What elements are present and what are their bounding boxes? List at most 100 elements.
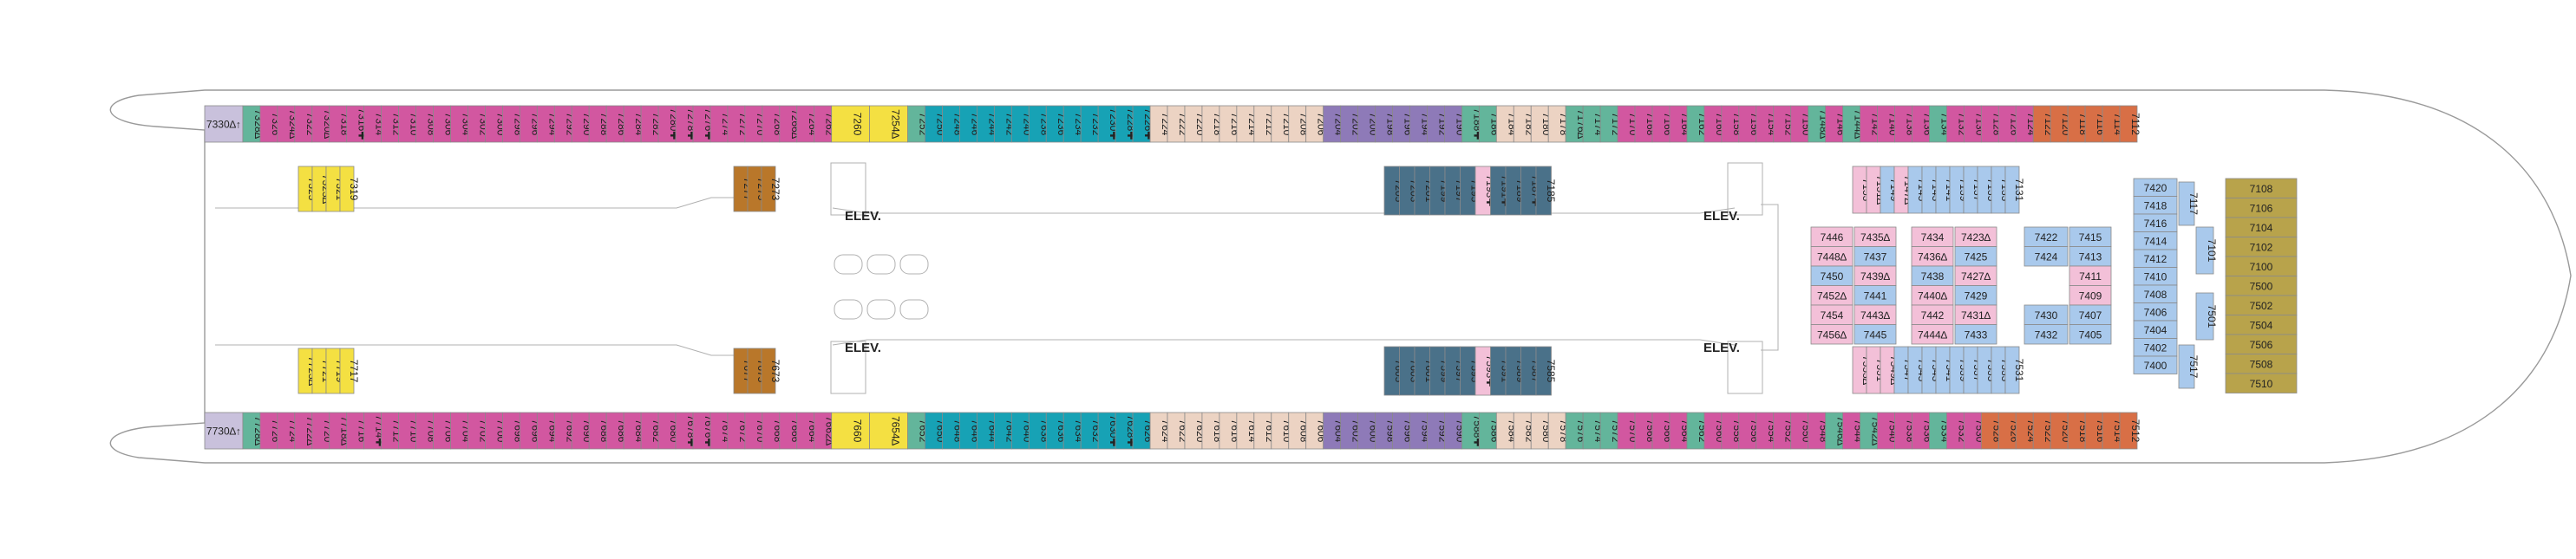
cabin-7108[interactable]: 7108 (2225, 178, 2298, 198)
elevator-label: ELEV. (845, 341, 881, 355)
cabin-7407[interactable]: 7407 (2069, 304, 2112, 325)
cabin-number: 7510 (2250, 378, 2273, 390)
cabin-number: 7108 (2250, 183, 2273, 195)
cabin-7260[interactable]: 7260 (831, 105, 871, 143)
cabin-number: 7504 (2250, 319, 2273, 331)
cabin-7425[interactable]: 7425 (1954, 246, 1997, 267)
cabin-7510[interactable]: 7510 (2225, 373, 2298, 393)
cabin-7402[interactable]: 7402 (2133, 338, 2178, 357)
cabin-7444[interactable]: 7444∆ (1911, 324, 1954, 345)
cabin-7408[interactable]: 7408 (2133, 284, 2178, 303)
cabin-7433[interactable]: 7433 (1954, 324, 1997, 345)
cabin-7501[interactable]: 7501 (2195, 292, 2218, 341)
cabin-7448[interactable]: 7448∆ (1810, 246, 1854, 267)
cabin-7441[interactable]: 7441 (1854, 285, 1897, 306)
cabin-7450[interactable]: 7450 (1810, 265, 1854, 286)
cabin-number: 7502 (2250, 300, 2273, 312)
cabin-7112[interactable]: 7112 (2119, 105, 2141, 143)
cabin-box (831, 412, 871, 450)
cabin-7273[interactable]: 7273 (761, 166, 781, 212)
cabin-7132[interactable]: 7132 (1945, 105, 1968, 143)
cabin-7178[interactable]: 7178 (1547, 105, 1570, 143)
cabin-7517[interactable]: 7517 (2178, 344, 2200, 389)
cabin-7504[interactable]: 7504 (2225, 315, 2298, 335)
cabin-7437[interactable]: 7437 (1854, 246, 1897, 267)
cabin-7218[interactable]: 7218 (1201, 105, 1224, 143)
cabin-7512[interactable]: 7512 (2119, 412, 2141, 450)
cabin-7420[interactable]: 7420 (2133, 178, 2178, 197)
cabin-7589[interactable]: 7589 (1505, 346, 1527, 396)
cabin-7452[interactable]: 7452∆ (1810, 285, 1854, 306)
cabin-7406[interactable]: 7406 (2133, 302, 2178, 322)
cabin-number: 7273 (769, 178, 781, 201)
cabin-number: 7424 (2035, 250, 2058, 263)
cabin-7330[interactable]: 7330∆↑ (204, 105, 244, 143)
cabin-7319[interactable]: 7319 (339, 166, 360, 212)
cabin-7438[interactable]: 7438 (1911, 265, 1954, 286)
cabin-7508[interactable]: 7508 (2225, 354, 2298, 374)
cabin-7585[interactable]: 7585 (1535, 346, 1557, 396)
cabin-number: 7330∆↑ (206, 119, 241, 131)
cabin-7405[interactable]: 7405 (2069, 324, 2112, 345)
cabin-7520[interactable]: 7520 (2050, 412, 2072, 450)
cabin-7502[interactable]: 7502 (2225, 295, 2298, 315)
cabin-7131[interactable]: 7131 (2004, 166, 2025, 214)
cabin-7436[interactable]: 7436∆ (1911, 246, 1954, 267)
cabin-7456[interactable]: 7456∆ (1810, 324, 1854, 345)
cabin-7102[interactable]: 7102 (2225, 237, 2298, 257)
cabin-7117[interactable]: 7117 (2178, 181, 2200, 226)
elevator-label: ELEV. (845, 209, 881, 224)
cabin-7412[interactable]: 7412 (2133, 249, 2178, 268)
cabin-7506[interactable]: 7506 (2225, 334, 2298, 354)
cabin-7404[interactable]: 7404 (2133, 320, 2178, 339)
cabin-7416[interactable]: 7416 (2133, 213, 2178, 232)
cabin-7660[interactable]: 7660 (831, 412, 871, 450)
cabin-7636[interactable]: 7636 (1045, 412, 1068, 450)
cabin-7427[interactable]: 7427∆ (1954, 265, 1997, 286)
cabin-7106[interactable]: 7106 (2225, 198, 2298, 218)
cabin-7443[interactable]: 7443∆ (1854, 304, 1897, 325)
cabin-7296[interactable]: 7296 (519, 105, 541, 143)
cabin-7414[interactable]: 7414 (2133, 231, 2178, 250)
cabin-7446[interactable]: 7446 (1810, 226, 1854, 247)
cabin-7104[interactable]: 7104 (2225, 217, 2298, 237)
cabin-7413[interactable]: 7413 (2069, 246, 2112, 267)
cabin-7424[interactable]: 7424 (2024, 246, 2069, 267)
cabin-7423[interactable]: 7423∆ (1954, 226, 1997, 247)
cabin-box (2004, 346, 2020, 394)
cabin-number: 7430 (2035, 309, 2058, 322)
cabin-number: 7445 (1864, 328, 1887, 341)
cabin-7410[interactable]: 7410 (2133, 267, 2178, 286)
cabin-7122[interactable]: 7122 (2032, 105, 2055, 143)
cabin-7500[interactable]: 7500 (2225, 276, 2298, 296)
cabin-7435[interactable]: 7435∆ (1854, 226, 1897, 247)
cabin-7445[interactable]: 7445 (1854, 324, 1897, 345)
cabin-7432[interactable]: 7432 (2024, 324, 2069, 345)
cabin-7100[interactable]: 7100 (2225, 256, 2298, 276)
cabin-7254[interactable]: 7254∆ (869, 105, 908, 143)
cabin-7730[interactable]: 7730∆↑ (204, 412, 244, 450)
cabin-7101[interactable]: 7101 (2195, 226, 2218, 275)
cabin-7418[interactable]: 7418 (2133, 196, 2178, 215)
cabin-7654[interactable]: 7654∆ (869, 412, 908, 450)
cabin-7531[interactable]: 7531 (2004, 346, 2025, 394)
cabin-7185[interactable]: 7185 (1535, 166, 1557, 216)
cabin-7409[interactable]: 7409 (2069, 285, 2112, 306)
cabin-7429[interactable]: 7429 (1954, 285, 1997, 306)
cabin-7422[interactable]: 7422 (2024, 226, 2069, 247)
cabin-7411[interactable]: 7411 (2069, 265, 2112, 286)
cabin-7717[interactable]: 7717 (339, 348, 360, 394)
cabin-number: 7254∆ (890, 109, 902, 140)
cabin-7434[interactable]: 7434 (1911, 226, 1954, 247)
cabin-7400[interactable]: 7400 (2133, 355, 2178, 374)
cabin-7431[interactable]: 7431∆ (1954, 304, 1997, 325)
cabin-7439[interactable]: 7439∆ (1854, 265, 1897, 286)
cabin-7442[interactable]: 7442 (1911, 304, 1954, 325)
cabin-7454[interactable]: 7454 (1810, 304, 1854, 325)
cabin-7440[interactable]: 7440∆ (1911, 285, 1954, 306)
cabin-7518[interactable]: 7518 (2067, 412, 2089, 450)
cabin-7415[interactable]: 7415 (2069, 226, 2112, 247)
cabin-7430[interactable]: 7430 (2024, 304, 2069, 325)
cabin-7673[interactable]: 7673 (761, 348, 781, 394)
